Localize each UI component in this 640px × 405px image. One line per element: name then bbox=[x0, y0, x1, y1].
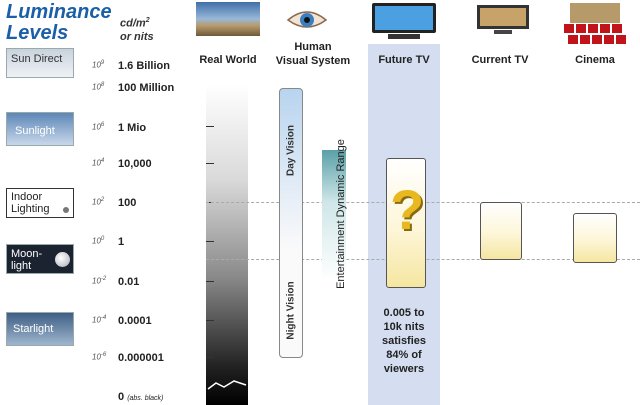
caption-line: 10k nits bbox=[383, 321, 425, 333]
exp-base: 10 bbox=[92, 315, 101, 325]
column-real-world: Real World bbox=[199, 54, 257, 66]
scale-value: 1 Mio bbox=[118, 122, 147, 134]
exp-pow: 2 bbox=[100, 197, 105, 203]
scale-value: 1 bbox=[118, 236, 125, 248]
column-future-tv: Future TV bbox=[378, 54, 430, 66]
tick bbox=[206, 357, 214, 358]
cinema-range-box bbox=[573, 213, 617, 263]
black-note: (abs. black) bbox=[127, 395, 164, 402]
scene-sun-direct: Sun Direct bbox=[6, 48, 74, 78]
scene-label: Indoor Lighting bbox=[11, 191, 50, 215]
scale-value: 0.000001 bbox=[118, 352, 164, 364]
column-human-visual-system: Human Visual System bbox=[268, 40, 358, 68]
exp-pow: 8 bbox=[100, 82, 105, 88]
exp-6: 100 bbox=[92, 236, 104, 246]
scale-zero: 0 (abs. black) bbox=[118, 391, 163, 403]
scene-label: Starlight bbox=[13, 323, 54, 335]
scene-label: Sun Direct bbox=[11, 53, 63, 65]
scale-value: 0.01 bbox=[118, 276, 140, 288]
moon-icon bbox=[55, 252, 70, 267]
exp-1: 109 bbox=[92, 60, 104, 70]
exp-8: 10-4 bbox=[92, 315, 106, 325]
future-tv-range-box bbox=[386, 158, 426, 288]
scene-moonlight: Moon-light bbox=[6, 244, 74, 274]
scene-label: Moon-light bbox=[11, 248, 43, 272]
scale-value: 1.6 Billion bbox=[118, 60, 170, 72]
scale-value: 100 Million bbox=[118, 82, 175, 94]
scale-value: 0 bbox=[118, 391, 125, 403]
scene-indoor: Indoor Lighting bbox=[6, 188, 74, 218]
question-mark-icon: ? bbox=[390, 178, 425, 241]
exp-base: 10 bbox=[92, 197, 101, 207]
scene-starlight: Starlight bbox=[6, 312, 74, 346]
exp-pow: 9 bbox=[100, 60, 105, 66]
title-line-2: Levels bbox=[6, 22, 69, 44]
exp-pow: -2 bbox=[100, 276, 107, 282]
current-tv-icon bbox=[476, 4, 530, 36]
exp-base: 10 bbox=[92, 122, 101, 132]
real-world-bar bbox=[206, 84, 248, 405]
exp-3: 106 bbox=[92, 122, 104, 132]
landscape-icon bbox=[196, 2, 260, 36]
exp-base: 10 bbox=[92, 60, 101, 70]
scale-value: 10,000 bbox=[118, 158, 152, 170]
exp-pow: 0 bbox=[100, 236, 105, 242]
unit-sup: 2 bbox=[145, 17, 150, 24]
exp-pow: -4 bbox=[100, 315, 107, 321]
human-line-1: Human bbox=[294, 41, 332, 53]
scale-value: 100 bbox=[118, 197, 137, 209]
exp-pow: 6 bbox=[100, 122, 105, 128]
future-tv-caption: 0.005 to 10k nits satisfies 84% of viewe… bbox=[370, 306, 438, 376]
unit-alt-text: or nits bbox=[120, 30, 154, 43]
unit-text: cd/m bbox=[120, 17, 146, 30]
exp-4: 104 bbox=[92, 158, 104, 168]
edr-bar bbox=[322, 150, 346, 280]
exp-base: 10 bbox=[92, 236, 101, 246]
night-vision-label: Night Vision bbox=[285, 281, 297, 340]
caption-line: viewers bbox=[383, 363, 425, 375]
tick bbox=[206, 241, 214, 242]
scene-label: Sunlight bbox=[15, 125, 55, 137]
tick bbox=[206, 163, 214, 164]
tick bbox=[206, 126, 214, 127]
title-line-1: Luminance bbox=[6, 1, 112, 23]
human-vision-bar bbox=[279, 88, 303, 358]
column-cinema: Cinema bbox=[575, 54, 615, 66]
exp-5: 102 bbox=[92, 197, 104, 207]
day-vision-label: Day Vision bbox=[285, 125, 297, 176]
scale-value: 0.0001 bbox=[118, 315, 152, 327]
unit-label: cd/m2 or nits bbox=[120, 14, 154, 44]
column-current-tv: Current TV bbox=[471, 54, 529, 66]
exp-7: 10-2 bbox=[92, 276, 106, 286]
abs-black-break bbox=[206, 377, 248, 395]
scene-sunlight: Sunlight bbox=[6, 112, 74, 146]
exp-pow: -6 bbox=[100, 352, 107, 358]
caption-line: 0.005 to bbox=[383, 307, 425, 319]
eye-icon bbox=[286, 6, 328, 32]
future-tv-icon bbox=[370, 2, 438, 42]
tick bbox=[206, 320, 214, 321]
caption-line: satisfies bbox=[381, 335, 427, 347]
tick bbox=[206, 281, 214, 282]
exp-base: 10 bbox=[92, 82, 101, 92]
exp-base: 10 bbox=[92, 158, 101, 168]
exp-base: 10 bbox=[92, 352, 101, 362]
exp-pow: 4 bbox=[100, 158, 105, 164]
cinema-icon bbox=[562, 2, 628, 46]
edr-label: Entertainment Dynamic Range bbox=[335, 139, 347, 289]
bulb-icon bbox=[63, 207, 69, 213]
page-title: Luminance Levels bbox=[6, 2, 112, 44]
exp-base: 10 bbox=[92, 276, 101, 286]
human-line-2: Visual System bbox=[275, 55, 351, 67]
exp-2: 108 bbox=[92, 82, 104, 92]
exp-9: 10-6 bbox=[92, 352, 106, 362]
current-tv-range-box bbox=[480, 202, 522, 260]
caption-line: 84% of bbox=[386, 349, 422, 361]
